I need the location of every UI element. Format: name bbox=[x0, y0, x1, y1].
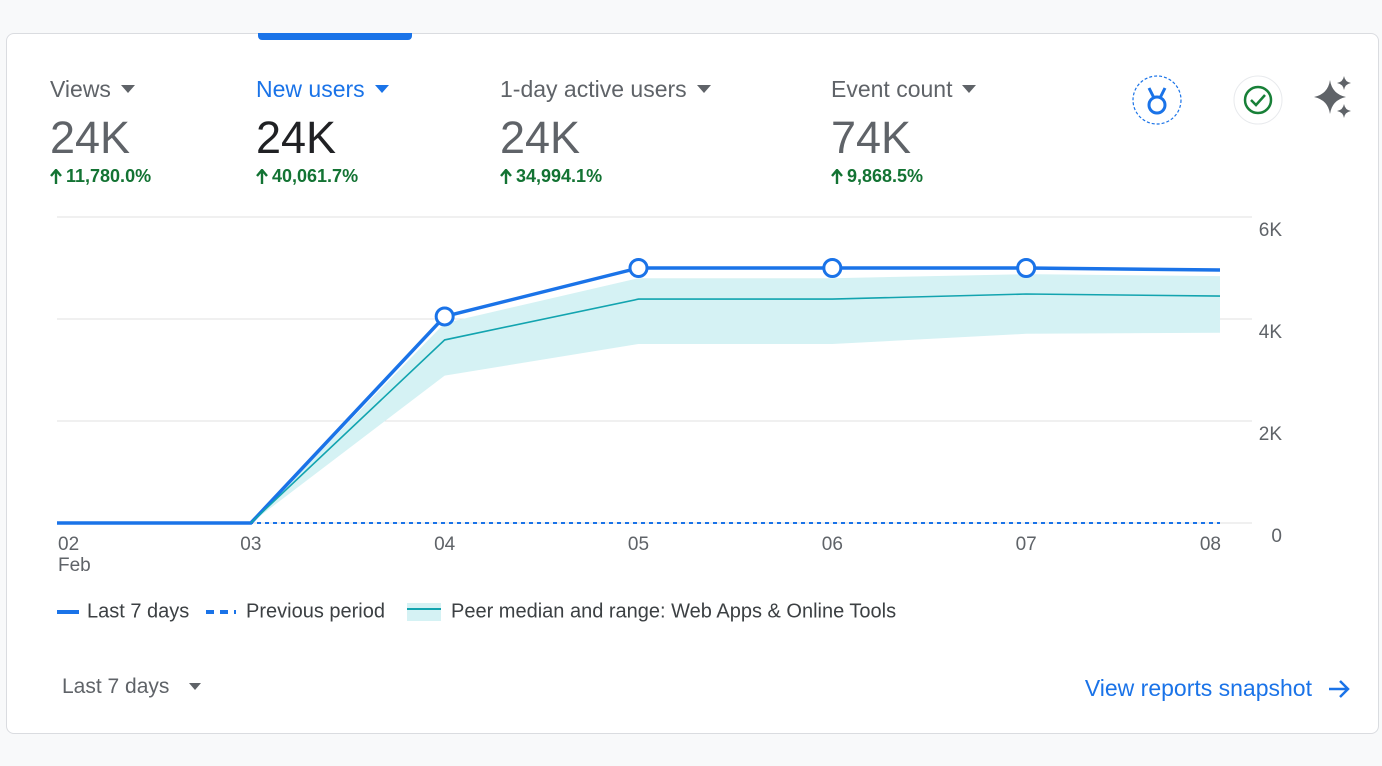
arrow-icon bbox=[1329, 679, 1350, 698]
date-range-label: Last 7 days bbox=[62, 675, 170, 698]
change-value: 40,061.7% bbox=[272, 166, 359, 186]
metric-label: Event count bbox=[831, 75, 953, 102]
metric-value: 24K bbox=[500, 112, 581, 163]
arrow bbox=[831, 168, 843, 184]
dropdown-caret bbox=[962, 85, 977, 93]
metric-change: 40,061.7% bbox=[256, 166, 389, 187]
x-tick-label: 05 bbox=[628, 534, 649, 555]
change-value: 9,868.5% bbox=[847, 166, 924, 186]
metric-header: Event count bbox=[831, 72, 977, 106]
x-tick-label: 08 bbox=[1200, 534, 1221, 555]
metric-change: 11,780.0% bbox=[50, 166, 151, 187]
metric-value: 24K bbox=[256, 112, 337, 163]
metric-value: 74K bbox=[831, 112, 912, 163]
point-marker bbox=[1016, 258, 1037, 278]
metric-change: 34,994.1% bbox=[500, 166, 711, 187]
point-marker bbox=[628, 258, 649, 278]
change-value: 11,780.0% bbox=[66, 166, 152, 186]
up-arrow bbox=[500, 168, 512, 184]
metric-label: New users bbox=[256, 75, 365, 102]
ai-sparkle[interactable] bbox=[1314, 76, 1351, 118]
arrow bbox=[500, 168, 512, 184]
caret bbox=[696, 85, 711, 93]
x-tick-label: 06 bbox=[822, 534, 843, 555]
dropdown-caret bbox=[189, 683, 202, 690]
card bbox=[6, 33, 1379, 734]
arrow bbox=[50, 168, 62, 184]
peer-range bbox=[250, 274, 1221, 523]
x-tick-label: 07 bbox=[1016, 534, 1037, 555]
metric-label: 1-day active users bbox=[500, 75, 687, 102]
toolbar-icons bbox=[1132, 75, 1351, 125]
metric-value: 24K bbox=[50, 112, 131, 163]
x-tick-label: 02 bbox=[58, 534, 79, 555]
caret bbox=[374, 85, 389, 93]
metric-tab[interactable]: Views 24K 11,780.0% bbox=[50, 72, 151, 187]
link-label: View reports snapshot bbox=[1084, 675, 1312, 701]
series-line bbox=[250, 293, 1221, 524]
legend-label: Previous period bbox=[246, 600, 385, 622]
legend-label: Last 7 days bbox=[87, 600, 189, 622]
metric-tab[interactable]: New users 24K 40,061.7% bbox=[256, 72, 389, 187]
up-arrow bbox=[50, 168, 62, 184]
metric-tab[interactable]: Event count 74K 9,868.5% bbox=[831, 72, 977, 187]
metric-header: New users bbox=[256, 72, 389, 106]
point-marker bbox=[434, 306, 455, 327]
dropdown-caret bbox=[374, 85, 389, 93]
up-arrow bbox=[256, 168, 268, 184]
x-tick-label: 03 bbox=[240, 534, 261, 555]
legend-item: Peer median and range: Web Apps & Online… bbox=[407, 600, 896, 622]
status-check[interactable] bbox=[1233, 75, 1283, 125]
y-tick-label: 2K bbox=[1259, 424, 1283, 445]
metric-change: 9,868.5% bbox=[831, 166, 976, 187]
chart: 0 2K 4K 6K 02 03 04 05 06 07 08 Feb Last 7 days Previ… bbox=[57, 216, 1283, 622]
x-month-label: Feb bbox=[58, 555, 91, 576]
metric-tab[interactable]: 1-day active users 24K 34,994.1% bbox=[500, 72, 711, 187]
up-arrow bbox=[831, 168, 843, 184]
y-tick-label: 6K bbox=[1259, 220, 1283, 241]
view-reports-link[interactable]: View reports snapshot bbox=[1085, 675, 1350, 702]
dropdown-caret bbox=[696, 85, 711, 93]
caret bbox=[962, 85, 977, 93]
legend-item: Previous period bbox=[206, 600, 385, 622]
legend-swatch-band bbox=[407, 603, 441, 621]
metric-header: Views bbox=[50, 72, 151, 106]
dropdown-caret bbox=[120, 85, 135, 93]
metric-header: 1-day active users bbox=[500, 72, 711, 106]
y-tick-label: 0 bbox=[1271, 526, 1282, 547]
arrow bbox=[256, 168, 268, 184]
metric-label: Views bbox=[50, 75, 111, 102]
selected-tab-indicator bbox=[258, 33, 412, 40]
x-tick-label: 04 bbox=[434, 534, 456, 555]
insights-badge[interactable] bbox=[1132, 75, 1182, 125]
y-tick-label: 4K bbox=[1259, 322, 1283, 343]
point-marker bbox=[822, 258, 843, 278]
caret bbox=[120, 85, 135, 93]
change-value: 34,994.1% bbox=[516, 166, 603, 186]
legend-label: Peer median and range: Web Apps & Online… bbox=[451, 600, 896, 622]
legend-item: Last 7 days bbox=[57, 600, 189, 622]
date-range-dropdown[interactable]: Last 7 days bbox=[62, 675, 202, 699]
